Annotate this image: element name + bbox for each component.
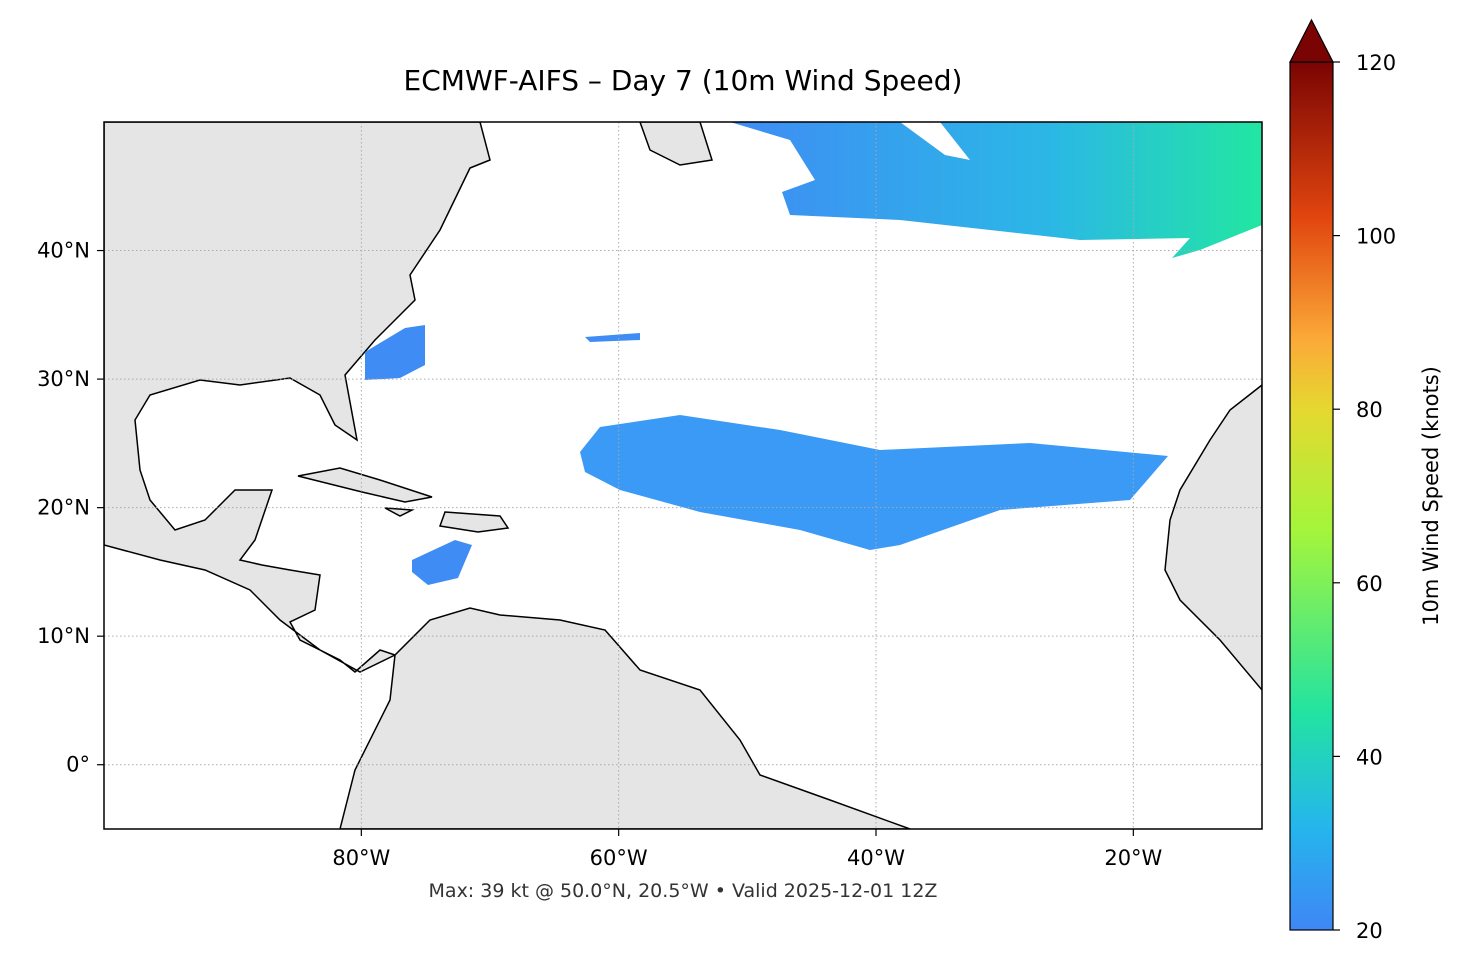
colorbar-tick-label: 120 bbox=[1356, 51, 1396, 75]
map-area bbox=[104, 122, 1262, 829]
colorbar-tick-label: 80 bbox=[1356, 398, 1383, 422]
x-tick-label: 40°W bbox=[847, 846, 905, 870]
y-tick-label: 30°N bbox=[37, 367, 90, 391]
colorbar-tick-label: 100 bbox=[1356, 225, 1396, 249]
graticule bbox=[104, 122, 1262, 829]
x-tick-label: 20°W bbox=[1104, 846, 1162, 870]
x-tick-label: 80°W bbox=[332, 846, 390, 870]
africa bbox=[1164, 384, 1262, 692]
colorbar-label: 10m Wind Speed (knots) bbox=[1419, 366, 1443, 626]
map-frame bbox=[103, 121, 1263, 830]
y-tick-label: 40°N bbox=[37, 239, 90, 263]
colorbar bbox=[1289, 61, 1334, 931]
newfoundland bbox=[639, 122, 713, 166]
y-tick-label: 10°N bbox=[37, 624, 90, 648]
y-tick-label: 0° bbox=[66, 753, 90, 777]
colorbar-tick-label: 60 bbox=[1356, 572, 1383, 596]
colorbar-extend bbox=[1289, 18, 1334, 63]
x-tick-label: 60°W bbox=[590, 846, 648, 870]
jamaica bbox=[384, 507, 415, 517]
map-title: ECMWF-AIFS – Day 7 (10m Wind Speed) bbox=[404, 64, 963, 97]
cuba bbox=[297, 467, 433, 503]
hispaniola bbox=[438, 511, 510, 533]
wind-small bbox=[585, 333, 640, 342]
calm-gap bbox=[900, 122, 970, 160]
y-tick-label: 20°N bbox=[37, 496, 90, 520]
wind-florida bbox=[365, 325, 425, 380]
wind-north bbox=[730, 122, 1262, 258]
colorbar-tick-label: 40 bbox=[1356, 745, 1383, 769]
footer-note: Max: 39 kt @ 50.0°N, 20.5°W • Valid 2025… bbox=[429, 880, 938, 902]
americas bbox=[104, 122, 911, 829]
colorbar-tick-label: 20 bbox=[1356, 919, 1383, 943]
wind-jamaica bbox=[412, 540, 472, 585]
wind-trade bbox=[580, 415, 1168, 550]
